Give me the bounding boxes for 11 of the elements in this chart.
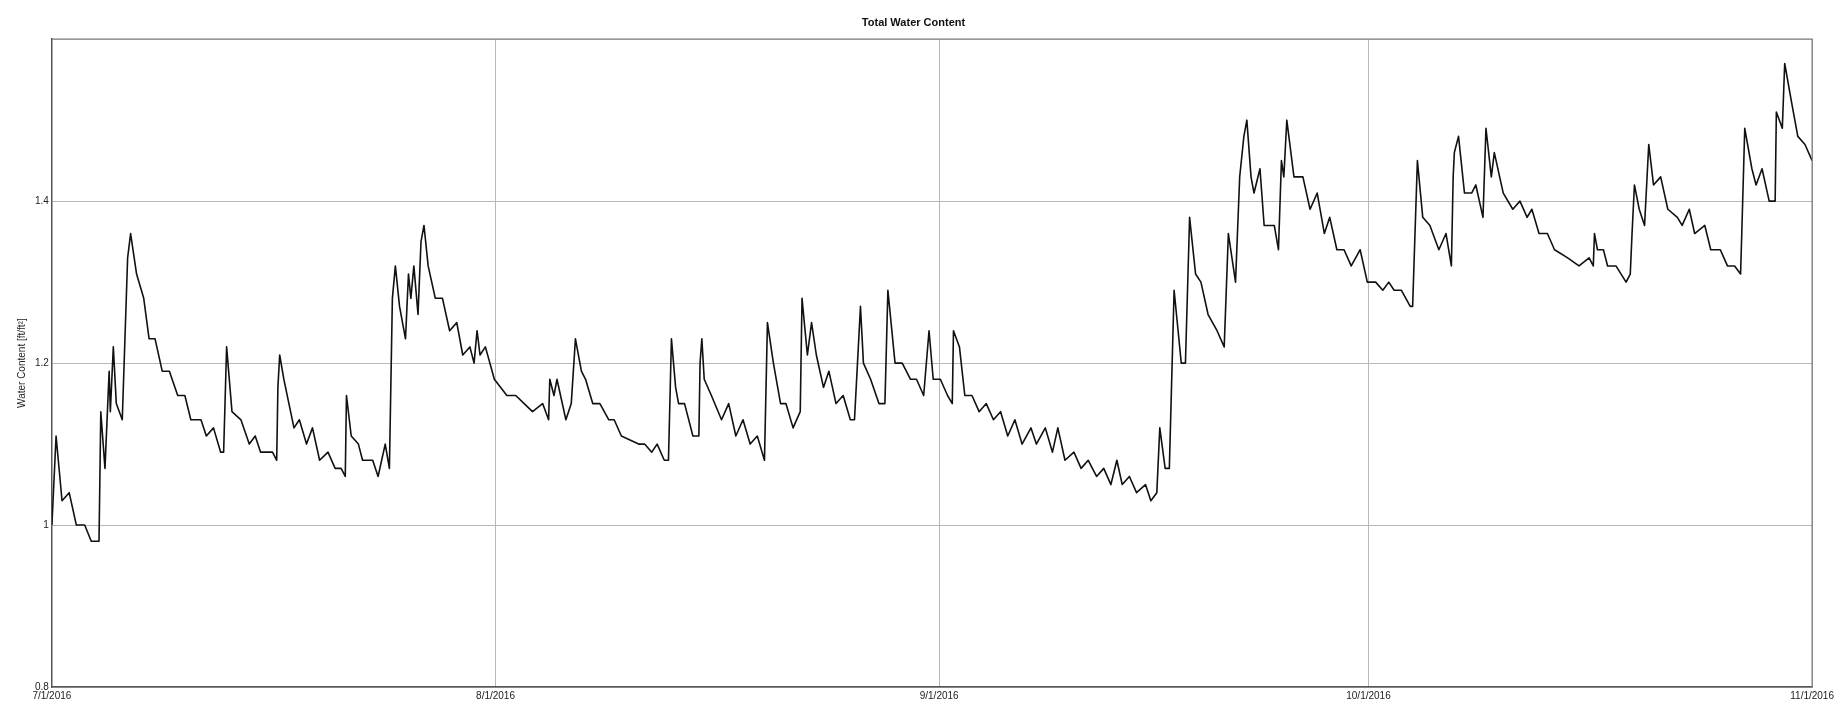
x-tick-label: 8/1/2016 bbox=[476, 689, 516, 701]
y-tick-label: 1 bbox=[43, 518, 50, 530]
x-tick-label: 10/1/2016 bbox=[1346, 689, 1392, 701]
y-tick-label: 1.2 bbox=[35, 356, 50, 368]
y-tick-label: 0.8 bbox=[35, 680, 50, 692]
chart-title: Total Water Content bbox=[861, 15, 966, 28]
x-tick-label: 11/1/2016 bbox=[1790, 689, 1835, 701]
x-tick-label: 7/1/2016 bbox=[32, 689, 72, 701]
x-tick-label: 9/1/2016 bbox=[919, 689, 960, 701]
y-tick-label: 1.4 bbox=[35, 194, 50, 206]
y-axis-title: Water Content [ft/ft²] bbox=[15, 318, 27, 408]
